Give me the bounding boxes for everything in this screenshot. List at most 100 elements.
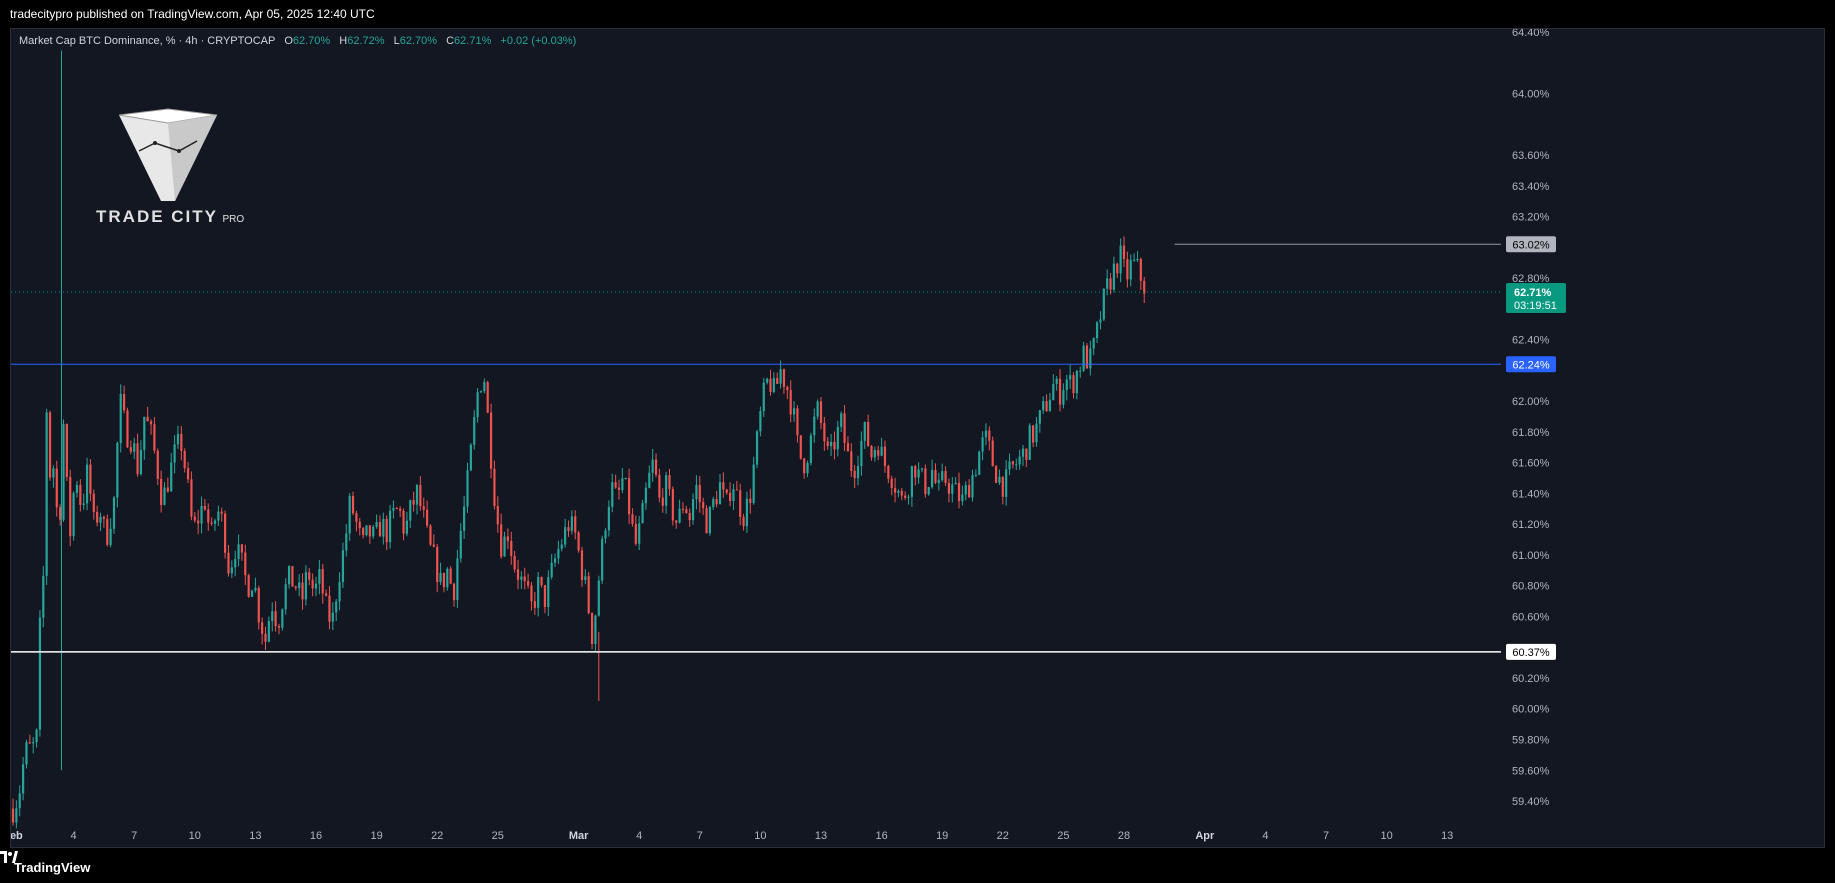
candle-body (550, 562, 553, 578)
candle-body (796, 408, 799, 436)
candle-body (1032, 425, 1035, 443)
candle-body (38, 617, 42, 730)
y-tick-label: 60.00% (1512, 704, 1550, 716)
candle-body (934, 470, 937, 483)
candle-body (382, 518, 385, 537)
candle-body (678, 508, 681, 523)
candle-body (160, 478, 163, 505)
candle-body (675, 520, 678, 523)
candle-body (1106, 278, 1109, 289)
candle-body (722, 482, 725, 490)
legend-open-label: O (284, 35, 293, 47)
candle-body (1062, 390, 1065, 405)
candle-body (947, 482, 951, 494)
x-tick-label: Feb (11, 830, 23, 842)
candle-body (776, 378, 779, 384)
candle-body (931, 470, 934, 488)
candle-body (853, 470, 856, 479)
candle-body (1095, 322, 1099, 339)
candle-body (1089, 348, 1092, 369)
x-tick-label: 13 (1441, 830, 1453, 842)
candle-body (25, 742, 28, 765)
candle-body (372, 526, 375, 537)
candle-body (75, 484, 79, 494)
candle-body (476, 392, 479, 418)
y-tick-label: 64.00% (1512, 89, 1550, 101)
legend-close-label: C (446, 35, 455, 47)
candle-body (941, 471, 944, 481)
y-tick-label: 60.80% (1512, 581, 1550, 593)
candle-body (1092, 338, 1095, 349)
candle-body (102, 516, 105, 519)
candle-body (176, 433, 180, 445)
candle-body (560, 544, 563, 549)
candle-body (897, 490, 900, 493)
candle-body (385, 518, 388, 543)
candle-body (257, 587, 260, 623)
candle-body (173, 444, 176, 463)
candle-body (1129, 259, 1132, 280)
candle-body (1126, 259, 1129, 280)
candle-body (15, 808, 18, 823)
candle-body (247, 575, 250, 597)
candle-body (634, 523, 637, 544)
candle-body (917, 469, 920, 478)
candle-body (1119, 245, 1122, 274)
candle-body (220, 511, 223, 514)
candle-body (250, 590, 254, 597)
candle-body (782, 369, 786, 387)
candle-body (170, 462, 173, 492)
y-tick-label: 63.20% (1512, 212, 1550, 224)
candle-body (752, 464, 755, 503)
candle-body (156, 450, 159, 479)
candle-body (809, 435, 812, 463)
candle-body (291, 566, 294, 587)
footer-bar: TradingView (0, 851, 1835, 883)
candle-body (146, 416, 149, 422)
candle-body (22, 764, 25, 794)
candle-body (890, 478, 893, 489)
candle-body (419, 485, 422, 507)
candle-body (42, 575, 45, 618)
candle-body (186, 468, 190, 480)
candle-body (109, 528, 112, 545)
x-tick-label: 10 (189, 830, 201, 842)
symbol-legend: Market Cap BTC Dominance, % · 4h · CRYPT… (19, 35, 582, 47)
candle-body (708, 507, 711, 534)
candle-body (69, 476, 72, 537)
current-price-label: 62.71% (1514, 287, 1552, 299)
candle-body (227, 552, 230, 574)
candle-body (665, 475, 668, 506)
legend-change: +0.02 (+0.03%) (500, 35, 577, 47)
x-tick-label: 7 (131, 830, 137, 842)
x-tick-label: 19 (936, 830, 948, 842)
candle-body (739, 490, 742, 517)
candlestick-chart[interactable]: 64.40% 64.00% 63.60% 63.40% 63.20% 62.80% 62.4… (11, 29, 1825, 848)
x-tick-label: 25 (492, 830, 504, 842)
candle-body (331, 612, 334, 622)
candle-body (766, 378, 769, 383)
candle-body (641, 503, 644, 524)
candle-body (395, 507, 398, 509)
candle-body (742, 516, 745, 527)
candle-body (1008, 461, 1011, 470)
candle-body (601, 538, 604, 581)
candle-body (1102, 288, 1105, 320)
candle-body (863, 422, 866, 441)
legend-symbol: Market Cap BTC Dominance, % · 4h · CRYPT… (19, 35, 276, 47)
candle-body (823, 422, 826, 442)
footer-brand: TradingView (14, 859, 91, 875)
candle-body (237, 544, 240, 560)
candle-body (449, 568, 452, 584)
candle-body (991, 440, 994, 467)
candle-body (1139, 259, 1142, 281)
candle-body (900, 490, 903, 496)
candle-body (133, 443, 136, 452)
candle-body (1015, 464, 1018, 466)
candle-body (106, 518, 109, 545)
candle-body (129, 447, 132, 452)
candle-body (840, 413, 843, 427)
candle-body (537, 576, 540, 608)
candle-body (564, 527, 567, 545)
chart-frame[interactable]: 64.40% 64.00% 63.60% 63.40% 63.20% 62.80% 62.4… (10, 28, 1825, 848)
